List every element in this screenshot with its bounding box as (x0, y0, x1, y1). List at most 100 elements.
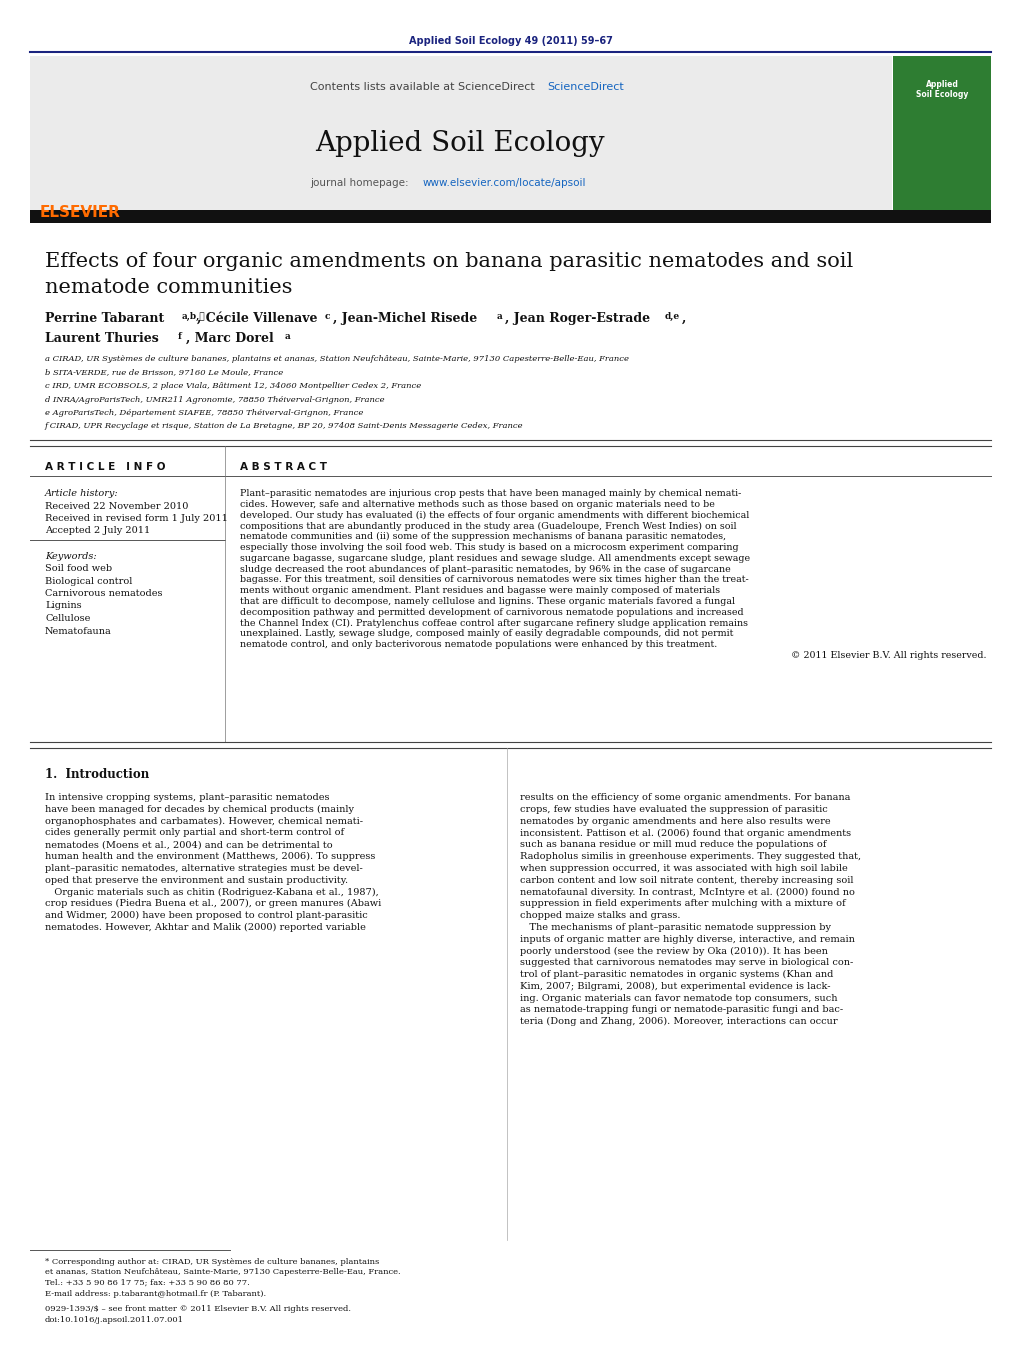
Text: Received 22 November 2010: Received 22 November 2010 (45, 503, 189, 511)
Text: Lignins: Lignins (45, 601, 82, 611)
Text: suppression in field experiments after mulching with a mixture of: suppression in field experiments after m… (520, 900, 845, 908)
Text: Applied
Soil Ecology: Applied Soil Ecology (916, 80, 968, 100)
Text: Nematofauna: Nematofauna (45, 627, 111, 635)
Text: results on the efficiency of some organic amendments. For banana: results on the efficiency of some organi… (520, 793, 850, 802)
Bar (30, 55, 892, 209)
Text: Received in revised form 1 July 2011: Received in revised form 1 July 2011 (45, 513, 228, 523)
Text: The mechanisms of plant–parasitic nematode suppression by: The mechanisms of plant–parasitic nemato… (520, 923, 831, 932)
Text: human health and the environment (Matthews, 2006). To suppress: human health and the environment (Matthe… (45, 852, 376, 861)
Text: © 2011 Elsevier B.V. All rights reserved.: © 2011 Elsevier B.V. All rights reserved… (790, 651, 986, 661)
Text: sugarcane bagasse, sugarcane sludge, plant residues and sewage sludge. All amend: sugarcane bagasse, sugarcane sludge, pla… (240, 554, 750, 563)
Text: c: c (325, 312, 331, 322)
Text: doi:10.1016/j.apsoil.2011.07.001: doi:10.1016/j.apsoil.2011.07.001 (45, 1316, 184, 1324)
Text: nematodes (Moens et al., 2004) and can be detrimental to: nematodes (Moens et al., 2004) and can b… (45, 840, 333, 850)
Text: 1.  Introduction: 1. Introduction (45, 767, 149, 781)
Text: f: f (178, 332, 182, 340)
Text: nematode control, and only bacterivorous nematode populations were enhanced by t: nematode control, and only bacterivorous… (240, 640, 717, 650)
Text: trol of plant–parasitic nematodes in organic systems (Khan and: trol of plant–parasitic nematodes in org… (520, 970, 833, 979)
Text: and Widmer, 2000) have been proposed to control plant-parasitic: and Widmer, 2000) have been proposed to … (45, 911, 368, 920)
Text: * Corresponding author at: CIRAD, UR Systèmes de culture bananes, plantains: * Corresponding author at: CIRAD, UR Sys… (45, 1258, 379, 1266)
Text: In intensive cropping systems, plant–parasitic nematodes: In intensive cropping systems, plant–par… (45, 793, 330, 802)
Text: sludge decreased the root abundances of plant–parasitic nematodes, by 96% in the: sludge decreased the root abundances of … (240, 565, 731, 574)
Text: Carnivorous nematodes: Carnivorous nematodes (45, 589, 162, 598)
Text: nematodes. However, Akhtar and Malik (2000) reported variable: nematodes. However, Akhtar and Malik (20… (45, 923, 366, 932)
Bar (893, 55, 991, 209)
Text: oped that preserve the environment and sustain productivity.: oped that preserve the environment and s… (45, 875, 348, 885)
Text: have been managed for decades by chemical products (mainly: have been managed for decades by chemica… (45, 805, 354, 813)
Text: 0929-1393/$ – see front matter © 2011 Elsevier B.V. All rights reserved.: 0929-1393/$ – see front matter © 2011 El… (45, 1305, 351, 1313)
Text: plant–parasitic nematodes, alternative strategies must be devel-: plant–parasitic nematodes, alternative s… (45, 863, 362, 873)
Text: compositions that are abundantly produced in the study area (Guadeloupe, French : compositions that are abundantly produce… (240, 521, 736, 531)
Text: carbon content and low soil nitrate content, thereby increasing soil: carbon content and low soil nitrate cont… (520, 875, 854, 885)
Text: inputs of organic matter are highly diverse, interactive, and remain: inputs of organic matter are highly dive… (520, 935, 855, 943)
Text: Keywords:: Keywords: (45, 553, 97, 561)
Text: Laurent Thuries: Laurent Thuries (45, 332, 158, 345)
Text: Biological control: Biological control (45, 577, 133, 585)
Text: decomposition pathway and permitted development of carnivorous nematode populati: decomposition pathway and permitted deve… (240, 608, 743, 617)
Text: chopped maize stalks and grass.: chopped maize stalks and grass. (520, 911, 681, 920)
Text: a,b,⋆: a,b,⋆ (182, 312, 205, 322)
Text: a CIRAD, UR Systèmes de culture bananes, plantains et ananas, Station Neufchâtea: a CIRAD, UR Systèmes de culture bananes,… (45, 355, 629, 363)
Text: nematofaunal diversity. In contrast, McIntyre et al. (2000) found no: nematofaunal diversity. In contrast, McI… (520, 888, 855, 897)
Text: Applied Soil Ecology: Applied Soil Ecology (315, 130, 604, 157)
Text: inconsistent. Pattison et al. (2006) found that organic amendments: inconsistent. Pattison et al. (2006) fou… (520, 828, 852, 838)
Text: Radopholus similis in greenhouse experiments. They suggested that,: Radopholus similis in greenhouse experim… (520, 852, 861, 861)
Text: as nematode-trapping fungi or nematode-parasitic fungi and bac-: as nematode-trapping fungi or nematode-p… (520, 1005, 843, 1015)
Text: suggested that carnivorous nematodes may serve in biological con-: suggested that carnivorous nematodes may… (520, 958, 854, 967)
Text: A R T I C L E   I N F O: A R T I C L E I N F O (45, 462, 165, 471)
Text: Kim, 2007; Bilgrami, 2008), but experimental evidence is lack-: Kim, 2007; Bilgrami, 2008), but experime… (520, 982, 830, 990)
Text: e AgroParisTech, Département SIAFEE, 78850 Théiverval-Grignon, France: e AgroParisTech, Département SIAFEE, 788… (45, 409, 363, 417)
Text: f CIRAD, UPR Recyclage et risque, Station de La Bretagne, BP 20, 97408 Saint-Den: f CIRAD, UPR Recyclage et risque, Statio… (45, 423, 524, 431)
Text: ing. Organic materials can favor nematode top consumers, such: ing. Organic materials can favor nematod… (520, 993, 837, 1002)
Text: Contents lists available at ScienceDirect: Contents lists available at ScienceDirec… (310, 82, 535, 92)
Text: www.elsevier.com/locate/apsoil: www.elsevier.com/locate/apsoil (423, 178, 586, 188)
Text: b SITA-VERDE, rue de Brisson, 97160 Le Moule, France: b SITA-VERDE, rue de Brisson, 97160 Le M… (45, 369, 283, 377)
Text: when suppression occurred, it was associated with high soil labile: when suppression occurred, it was associ… (520, 863, 847, 873)
Text: especially those involving the soil food web. This study is based on a microcosm: especially those involving the soil food… (240, 543, 738, 553)
Text: Effects of four organic amendments on banana parasitic nematodes and soil: Effects of four organic amendments on ba… (45, 253, 854, 272)
Text: , Jean Roger-Estrade: , Jean Roger-Estrade (505, 312, 650, 326)
Text: A B S T R A C T: A B S T R A C T (240, 462, 327, 471)
Text: cides generally permit only partial and short-term control of: cides generally permit only partial and … (45, 828, 344, 838)
Text: ELSEVIER: ELSEVIER (40, 205, 120, 220)
Text: cides. However, safe and alternative methods such as those based on organic mate: cides. However, safe and alternative met… (240, 500, 715, 509)
Text: such as banana residue or mill mud reduce the populations of: such as banana residue or mill mud reduc… (520, 840, 826, 850)
Text: Organic materials such as chitin (Rodriguez-Kabana et al., 1987),: Organic materials such as chitin (Rodrig… (45, 888, 379, 897)
Text: crop residues (Piedra Buena et al., 2007), or green manures (Abawi: crop residues (Piedra Buena et al., 2007… (45, 900, 381, 908)
Text: , Marc Dorel: , Marc Dorel (186, 332, 274, 345)
Text: , Cécile Villenave: , Cécile Villenave (197, 312, 318, 326)
Text: Tel.: +33 5 90 86 17 75; fax: +33 5 90 86 80 77.: Tel.: +33 5 90 86 17 75; fax: +33 5 90 8… (45, 1279, 250, 1288)
Text: ScienceDirect: ScienceDirect (547, 82, 624, 92)
Text: Article history:: Article history: (45, 489, 118, 499)
Text: c IRD, UMR ECOBSOLS, 2 place Viala, Bâtiment 12, 34060 Montpellier Cedex 2, Fran: c IRD, UMR ECOBSOLS, 2 place Viala, Bâti… (45, 382, 422, 390)
Text: a: a (497, 312, 502, 322)
Text: Cellulose: Cellulose (45, 613, 91, 623)
Text: the Channel Index (CI). Pratylenchus coffeae control after sugarcane refinery sl: the Channel Index (CI). Pratylenchus cof… (240, 619, 748, 628)
Text: a: a (285, 332, 291, 340)
Text: bagasse. For this treatment, soil densities of carnivorous nematodes were six ti: bagasse. For this treatment, soil densit… (240, 576, 748, 585)
Text: poorly understood (see the review by Oka (2010)). It has been: poorly understood (see the review by Oka… (520, 947, 828, 955)
Text: Applied Soil Ecology 49 (2011) 59–67: Applied Soil Ecology 49 (2011) 59–67 (408, 36, 613, 46)
Text: Perrine Tabarant: Perrine Tabarant (45, 312, 164, 326)
Text: et ananas, Station Neufchâteau, Sainte-Marie, 97130 Capesterre-Belle-Eau, France: et ananas, Station Neufchâteau, Sainte-M… (45, 1269, 400, 1277)
Text: unexplained. Lastly, sewage sludge, composed mainly of easily degradable compoun: unexplained. Lastly, sewage sludge, comp… (240, 630, 733, 639)
Text: journal homepage:: journal homepage: (310, 178, 411, 188)
Bar (30, 209, 991, 223)
Text: developed. Our study has evaluated (i) the effects of four organic amendments wi: developed. Our study has evaluated (i) t… (240, 511, 749, 520)
Text: d INRA/AgroParisTech, UMR211 Agronomie, 78850 Théiverval-Grignon, France: d INRA/AgroParisTech, UMR211 Agronomie, … (45, 396, 385, 404)
Text: Plant–parasitic nematodes are injurious crop pests that have been managed mainly: Plant–parasitic nematodes are injurious … (240, 489, 741, 499)
Text: Accepted 2 July 2011: Accepted 2 July 2011 (45, 526, 150, 535)
Text: nematode communities: nematode communities (45, 278, 292, 297)
Text: d,e: d,e (665, 312, 680, 322)
Text: crops, few studies have evaluated the suppression of parasitic: crops, few studies have evaluated the su… (520, 805, 828, 813)
Text: that are difficult to decompose, namely cellulose and lignins. These organic mat: that are difficult to decompose, namely … (240, 597, 735, 607)
Text: ments without organic amendment. Plant residues and bagasse were mainly composed: ments without organic amendment. Plant r… (240, 586, 720, 596)
Text: , Jean-Michel Risede: , Jean-Michel Risede (333, 312, 477, 326)
Text: Soil food web: Soil food web (45, 563, 112, 573)
Text: ,: , (682, 312, 686, 326)
Text: teria (Dong and Zhang, 2006). Moreover, interactions can occur: teria (Dong and Zhang, 2006). Moreover, … (520, 1017, 837, 1027)
Text: E-mail address: p.tabarant@hotmail.fr (P. Tabarant).: E-mail address: p.tabarant@hotmail.fr (P… (45, 1289, 266, 1297)
Text: nematodes by organic amendments and here also results were: nematodes by organic amendments and here… (520, 816, 831, 825)
Text: nematode communities and (ii) some of the suppression mechanisms of banana paras: nematode communities and (ii) some of th… (240, 532, 726, 542)
Text: organophosphates and carbamates). However, chemical nemati-: organophosphates and carbamates). Howeve… (45, 816, 363, 825)
